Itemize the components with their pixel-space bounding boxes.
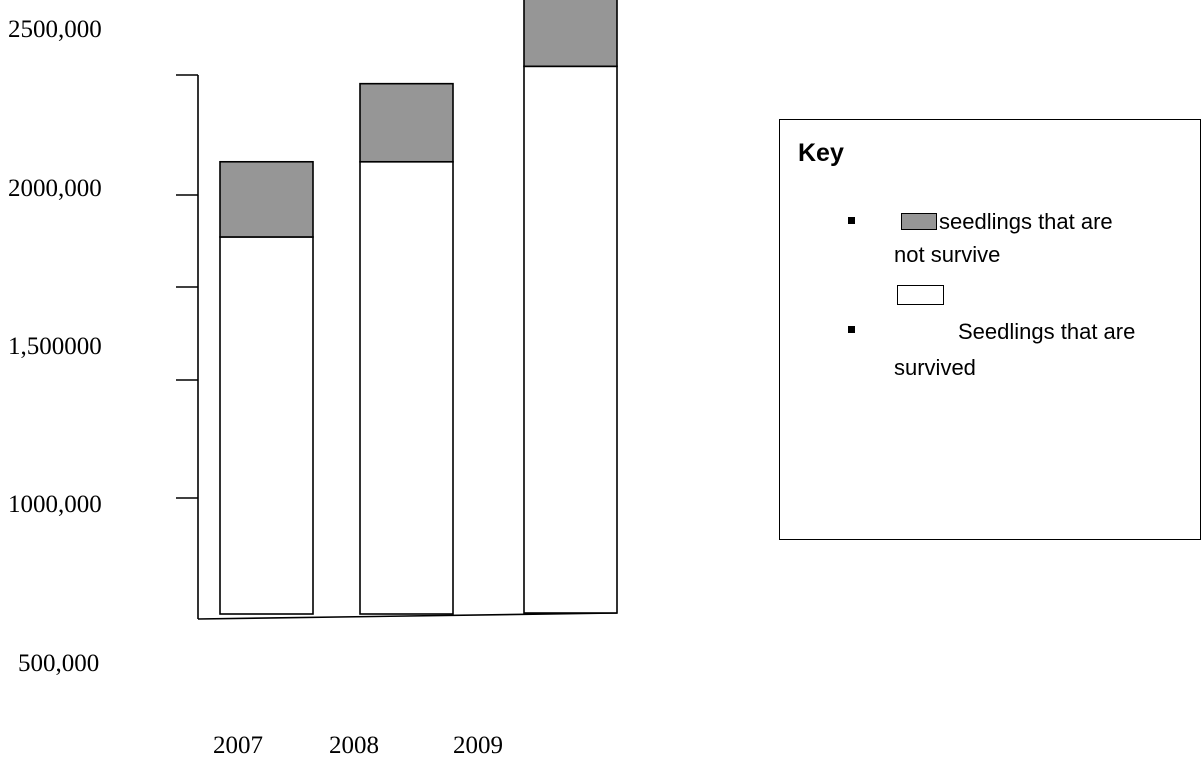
legend-label-not-survived-line2: not survive bbox=[894, 242, 1001, 267]
y-tick-label-2500000: 2500,000 bbox=[8, 16, 102, 43]
legend-bullet bbox=[848, 326, 855, 333]
x-tick-label-2009: 2009 bbox=[453, 732, 503, 758]
x-axis-line bbox=[197, 612, 618, 620]
y-tick-label-2000000: 2000,000 bbox=[8, 175, 102, 202]
x-tick-label-2008: 2008 bbox=[329, 732, 379, 758]
y-tick-label-1500000: 1,500000 bbox=[8, 333, 102, 360]
legend-label-not-survived-line1: seedlings that are bbox=[939, 209, 1113, 234]
bar-2009-not-survived bbox=[523, 0, 618, 68]
bar-2009-survived bbox=[523, 65, 618, 614]
x-tick-label-2007: 2007 bbox=[213, 732, 263, 758]
legend-label-survived-line1: Seedlings that are bbox=[958, 319, 1136, 344]
y-tick-label-500000: 500,000 bbox=[18, 650, 99, 677]
legend-title: Key bbox=[798, 139, 844, 167]
legend-label-survived-line2: survived bbox=[894, 355, 976, 380]
bar-2007-not-survived bbox=[219, 160, 314, 238]
legend-swatch-survived bbox=[897, 285, 944, 305]
bar-2008-survived bbox=[359, 160, 454, 615]
legend-bullet bbox=[848, 217, 855, 224]
axes bbox=[176, 74, 618, 620]
bars bbox=[219, 0, 618, 615]
x-axis-labels: 2007 2008 2009 bbox=[213, 732, 503, 758]
bar-2008-not-survived bbox=[359, 82, 454, 163]
y-axis-labels: 2500,000 2000,000 1,500000 1000,000 500,… bbox=[8, 16, 102, 677]
y-tick-label-1000000: 1000,000 bbox=[8, 491, 102, 518]
legend: Key seedlings that are not survive Seedl… bbox=[779, 119, 1201, 540]
legend-swatch-not-survived bbox=[901, 213, 937, 230]
bar-2007-survived bbox=[219, 236, 314, 615]
